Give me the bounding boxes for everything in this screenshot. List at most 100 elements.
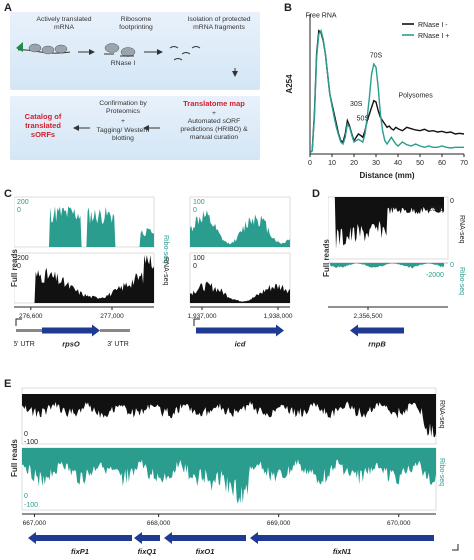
rna-coverage <box>14 255 154 303</box>
gene-label: fixN1 <box>333 547 351 556</box>
ribo-coverage <box>330 263 444 269</box>
utr5-label: 5' UTR <box>14 341 35 348</box>
ribosome-icon <box>41 45 55 55</box>
x-tick-label: 10 <box>328 160 336 167</box>
gene-rnpb-arrow <box>350 324 404 337</box>
ribosome-icon <box>54 44 68 54</box>
rna-scale-min: 0 <box>17 263 21 270</box>
gene-fixp1-arrow <box>28 532 132 544</box>
rna-zero: 0 <box>24 431 28 438</box>
panel-label-e: E <box>4 378 12 390</box>
rna-seq-label-left: RNA-seq <box>162 257 169 286</box>
coordinate-label: 669,000 <box>267 520 291 527</box>
gene-fixn1-arrow <box>250 532 434 544</box>
gene-label: rpsO <box>62 340 80 349</box>
annotation-50s: 50S <box>357 116 370 123</box>
green-flag-icon <box>16 42 23 52</box>
coordinate-label: 276,600 <box>19 313 43 320</box>
ribo-min: -100 <box>24 502 38 509</box>
step-isolation: Isolation of protected mRNA fragments <box>187 16 251 31</box>
legend-label: RNase I + <box>418 33 449 40</box>
translatome-plus: + <box>212 110 216 117</box>
fragments-icon <box>169 46 201 61</box>
x-tick-label: 40 <box>394 160 402 167</box>
x-tick-label: 50 <box>416 160 424 167</box>
annotation-30s: 30S <box>350 101 363 108</box>
x-tick-label: 20 <box>350 160 358 167</box>
rna-coverage <box>22 394 436 438</box>
panel-a-graphics <box>16 42 238 131</box>
rna-min: -2000 <box>426 206 444 213</box>
ribo-seq-label: Ribo-seq <box>438 458 445 486</box>
tss-arrow-icon <box>193 318 200 326</box>
rna-seq-label: RNA-seq <box>458 215 465 244</box>
annotation-free-rna: Free RNA <box>305 12 336 19</box>
ribo-zero: 0 <box>24 493 28 500</box>
ribo-coverage <box>22 448 436 504</box>
mrna-fragment <box>104 53 134 57</box>
gene-label: fixQ1 <box>138 547 157 556</box>
panel-d-tracks: 0 -2000 0 -2000 RNA-seq Ribo-seq 2,356,500 rnpB <box>328 196 465 349</box>
predictions-label: Automated sORF predictions (HRIBO) & man… <box>180 118 248 141</box>
ribo-scale-max: 100 <box>193 199 205 206</box>
coordinate-label: 277,000 <box>100 313 124 320</box>
panel-b-chart: 0 10 20 30 40 50 60 70 Distance (mm) A254 RNase I … <box>285 12 468 180</box>
gene-fixo1-arrow <box>164 532 246 544</box>
rna-scale-max: 200 <box>17 255 29 262</box>
rna-seq-label: RNA-seq <box>438 400 445 429</box>
ribo-zero: 0 <box>450 262 454 269</box>
coordinate-label: 668,000 <box>147 520 171 527</box>
confirmation-plus: + <box>121 118 125 125</box>
rna-coverage <box>330 197 444 249</box>
gene-icd-arrow <box>196 324 284 337</box>
ribo-scale-min: 0 <box>193 207 197 214</box>
x-tick-label: 70 <box>460 160 468 167</box>
y-axis-label: A254 <box>285 74 294 94</box>
annotation-polysomes: Polysomes <box>398 92 433 99</box>
ribo-coverage <box>190 210 290 247</box>
panel-label-d: D <box>312 188 320 200</box>
gene-fixq1-arrow <box>134 532 160 544</box>
coordinate-label: 2,356,500 <box>354 313 383 320</box>
ribosome-icon <box>28 43 42 53</box>
rnase-label: RNase I <box>110 60 136 67</box>
rna-min: -100 <box>24 439 38 446</box>
annotation-70s: 70S <box>370 52 383 59</box>
ribo-seq-label: Ribo-seq <box>458 267 465 295</box>
rna-scale-max: 100 <box>193 255 205 262</box>
x-tick-label: 60 <box>438 160 446 167</box>
coordinate-label: 670,000 <box>387 520 411 527</box>
x-tick-label: 0 <box>308 160 312 167</box>
tagging-label: Tagging/ Western blotting <box>96 127 150 142</box>
rna-coverage <box>190 281 290 303</box>
coordinate-label: 1,937,000 <box>188 313 217 320</box>
step-translated-mrna: Actively translated mRNA <box>36 16 92 31</box>
translatome-map-label: Translatome map <box>183 99 245 108</box>
panel-label-c: C <box>4 188 12 200</box>
utr3-bar <box>100 329 130 332</box>
series-line <box>309 29 465 154</box>
panel-label-b: B <box>284 2 292 14</box>
panel-label-a: A <box>4 2 12 14</box>
panel-a-bottom-box <box>10 96 260 160</box>
step-ribosome-footprinting: Ribosome footprinting <box>119 16 153 31</box>
tss-arrow-icon <box>452 544 459 551</box>
series-line <box>309 29 464 154</box>
catalog-label: Catalog of translated sORFs <box>24 112 62 139</box>
ribo-track-frame <box>14 196 155 248</box>
x-tick-label: 30 <box>372 160 380 167</box>
utr5-bar <box>16 329 42 332</box>
ribo-scale-min: 0 <box>17 207 21 214</box>
ribo-scale-max: 200 <box>17 199 29 206</box>
confirmation-label: Confirmation by Proteomics <box>99 100 147 115</box>
gene-label: fixP1 <box>71 547 89 556</box>
coordinate-label: 667,000 <box>23 520 47 527</box>
legend-label: RNase I - <box>418 22 448 29</box>
coordinate-label: 1,938,000 <box>264 313 293 320</box>
utr3-label: 3' UTR <box>107 341 129 348</box>
gene-label: rnpB <box>368 340 386 349</box>
ribo-min: -2000 <box>426 272 444 279</box>
ribosome-icon <box>104 43 120 53</box>
